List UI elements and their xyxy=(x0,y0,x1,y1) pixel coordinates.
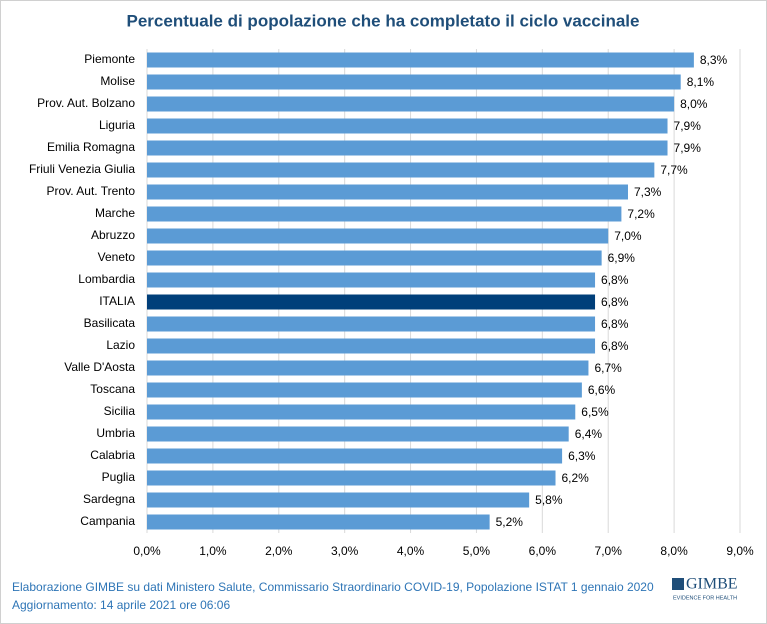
value-label: 8,1% xyxy=(687,75,715,89)
bar xyxy=(147,118,668,134)
bar xyxy=(147,404,576,420)
value-label: 5,8% xyxy=(535,493,563,507)
logo-tagline: EVIDENCE FOR HEALTH xyxy=(673,595,737,601)
value-label: 7,7% xyxy=(660,163,688,177)
value-label: 8,0% xyxy=(680,97,708,111)
bar xyxy=(147,96,675,112)
x-tick-label: 4,0% xyxy=(397,544,425,558)
y-tick-label: Lazio xyxy=(106,338,135,352)
bar xyxy=(147,338,596,354)
value-label: 5,2% xyxy=(496,515,524,529)
bar xyxy=(147,426,569,442)
y-tick-label: Emilia Romagna xyxy=(47,140,135,154)
bar xyxy=(147,74,681,90)
bar xyxy=(147,206,622,222)
y-tick-label: Piemonte xyxy=(84,52,135,66)
y-tick-label: Calabria xyxy=(90,448,135,462)
x-tick-label: 8,0% xyxy=(660,544,688,558)
value-label: 7,2% xyxy=(627,207,655,221)
value-label: 7,9% xyxy=(674,141,702,155)
y-tick-label: ITALIA xyxy=(99,294,135,308)
value-label: 6,5% xyxy=(581,405,609,419)
value-label: 7,3% xyxy=(634,185,662,199)
bar xyxy=(147,294,596,310)
chart-title: Percentuale di popolazione che ha comple… xyxy=(127,11,640,30)
bar xyxy=(147,162,655,178)
bar xyxy=(147,52,694,68)
y-tick-label: Umbria xyxy=(96,426,135,440)
x-tick-label: 1,0% xyxy=(199,544,227,558)
x-tick-label: 3,0% xyxy=(331,544,359,558)
bar xyxy=(147,448,563,464)
value-label: 7,0% xyxy=(614,229,642,243)
y-tick-label: Lombardia xyxy=(78,272,135,286)
bar xyxy=(147,514,490,530)
logo-icon xyxy=(672,578,684,590)
y-tick-label: Puglia xyxy=(102,470,136,484)
x-tick-label: 5,0% xyxy=(463,544,491,558)
y-tick-label: Prov. Aut. Bolzano xyxy=(37,96,135,110)
y-tick-label: Veneto xyxy=(98,250,136,264)
bar xyxy=(147,272,596,288)
value-label: 6,4% xyxy=(575,427,603,441)
value-label: 6,8% xyxy=(601,317,629,331)
y-tick-label: Abruzzo xyxy=(91,228,135,242)
update-note: Aggiornamento: 14 aprile 2021 ore 06:06 xyxy=(12,598,230,612)
x-tick-label: 7,0% xyxy=(595,544,623,558)
bar xyxy=(147,316,596,332)
bar xyxy=(147,184,628,200)
y-tick-label: Marche xyxy=(95,206,135,220)
y-tick-label: Toscana xyxy=(90,382,135,396)
bar xyxy=(147,492,530,508)
value-label: 6,9% xyxy=(608,251,636,265)
y-tick-label: Sicilia xyxy=(104,404,136,418)
bar xyxy=(147,228,609,244)
x-tick-label: 2,0% xyxy=(265,544,293,558)
value-label: 7,9% xyxy=(674,119,702,133)
y-tick-label: Valle D'Aosta xyxy=(64,360,135,374)
value-label: 6,8% xyxy=(601,295,629,309)
bar xyxy=(147,470,556,486)
source-note: Elaborazione GIMBE su dati Ministero Sal… xyxy=(12,580,654,594)
value-label: 6,7% xyxy=(594,361,622,375)
value-label: 6,2% xyxy=(562,471,590,485)
bar xyxy=(147,382,582,398)
y-tick-label: Sardegna xyxy=(83,492,135,506)
y-tick-label: Molise xyxy=(100,74,135,88)
x-tick-label: 9,0% xyxy=(726,544,754,558)
logo: GIMBE EVIDENCE FOR HEALTH xyxy=(672,576,738,601)
bar xyxy=(147,360,589,376)
value-label: 6,8% xyxy=(601,273,629,287)
bar xyxy=(147,140,668,156)
x-tick-label: 0,0% xyxy=(133,544,161,558)
value-label: 6,6% xyxy=(588,383,616,397)
value-label: 8,3% xyxy=(700,53,728,67)
value-label: 6,8% xyxy=(601,339,629,353)
logo-text: GIMBE xyxy=(686,576,738,593)
y-tick-label: Prov. Aut. Trento xyxy=(47,184,136,198)
value-label: 6,3% xyxy=(568,449,596,463)
y-tick-label: Basilicata xyxy=(84,316,136,330)
y-tick-label: Friuli Venezia Giulia xyxy=(29,162,135,176)
y-tick-label: Campania xyxy=(80,514,135,528)
x-tick-label: 6,0% xyxy=(529,544,557,558)
y-tick-label: Liguria xyxy=(99,118,135,132)
bar xyxy=(147,250,602,266)
